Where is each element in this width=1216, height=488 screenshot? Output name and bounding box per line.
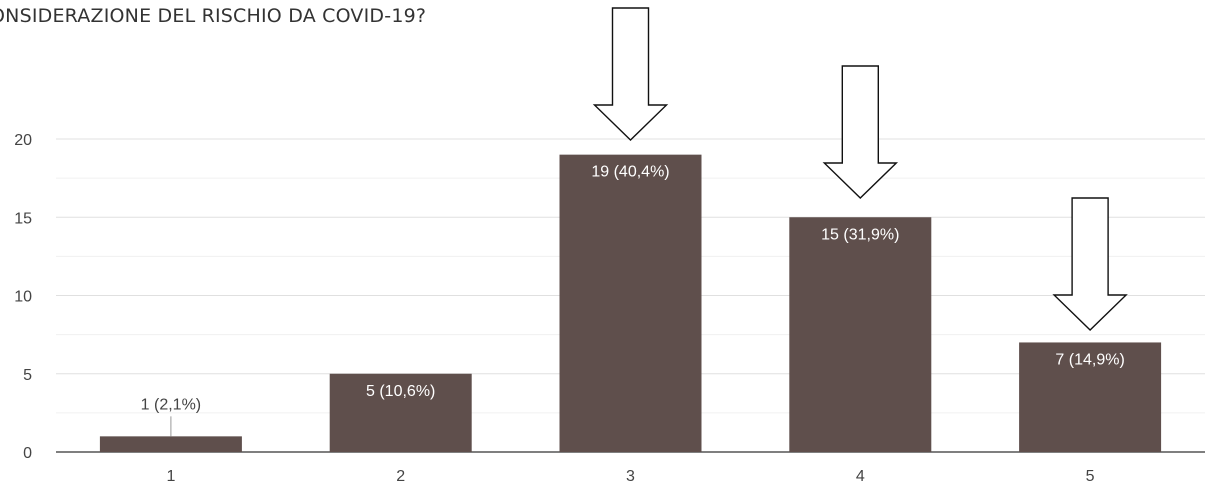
data-label: 15 (31,9%): [821, 226, 899, 243]
data-labels: 1 (2,1%) 5 (10,6%) 19 (40,4%) 15 (31,9%) 7 (…: [141, 164, 1125, 437]
y-tick-label: 20: [14, 132, 32, 149]
annotation-arrow-5: [1052, 197, 1128, 331]
x-tick-label: 1: [166, 468, 175, 485]
x-axis-ticks: 1 2 3 4 5: [166, 468, 1094, 485]
y-axis-ticks: 0 5 10 15 20: [14, 132, 32, 462]
bar-1: [99, 436, 242, 452]
y-tick-label: 0: [23, 445, 32, 462]
y-tick-label: 5: [23, 367, 32, 384]
bar-3: [559, 154, 702, 452]
x-tick-label: 5: [1086, 468, 1095, 485]
data-label: 5 (10,6%): [366, 383, 435, 400]
annotation-arrow-4: [822, 65, 899, 199]
data-label: 19 (40,4%): [591, 164, 669, 181]
x-tick-label: 2: [396, 468, 405, 485]
annotation-arrows: [592, 7, 1128, 331]
data-label: 1 (2,1%): [141, 396, 201, 413]
y-tick-label: 10: [14, 289, 32, 306]
x-tick-label: 4: [856, 468, 865, 485]
data-label: 7 (14,9%): [1055, 351, 1124, 368]
bars: [99, 154, 1162, 452]
x-tick-label: 3: [626, 468, 635, 485]
chart-title: ONSIDERAZIONE DEL RISCHIO DA COVID-19?: [0, 5, 427, 27]
y-tick-label: 15: [14, 210, 32, 227]
annotation-arrow-3: [592, 7, 669, 141]
bar-4: [789, 217, 932, 452]
bar-5: [1019, 342, 1162, 452]
bar-2: [329, 373, 472, 452]
